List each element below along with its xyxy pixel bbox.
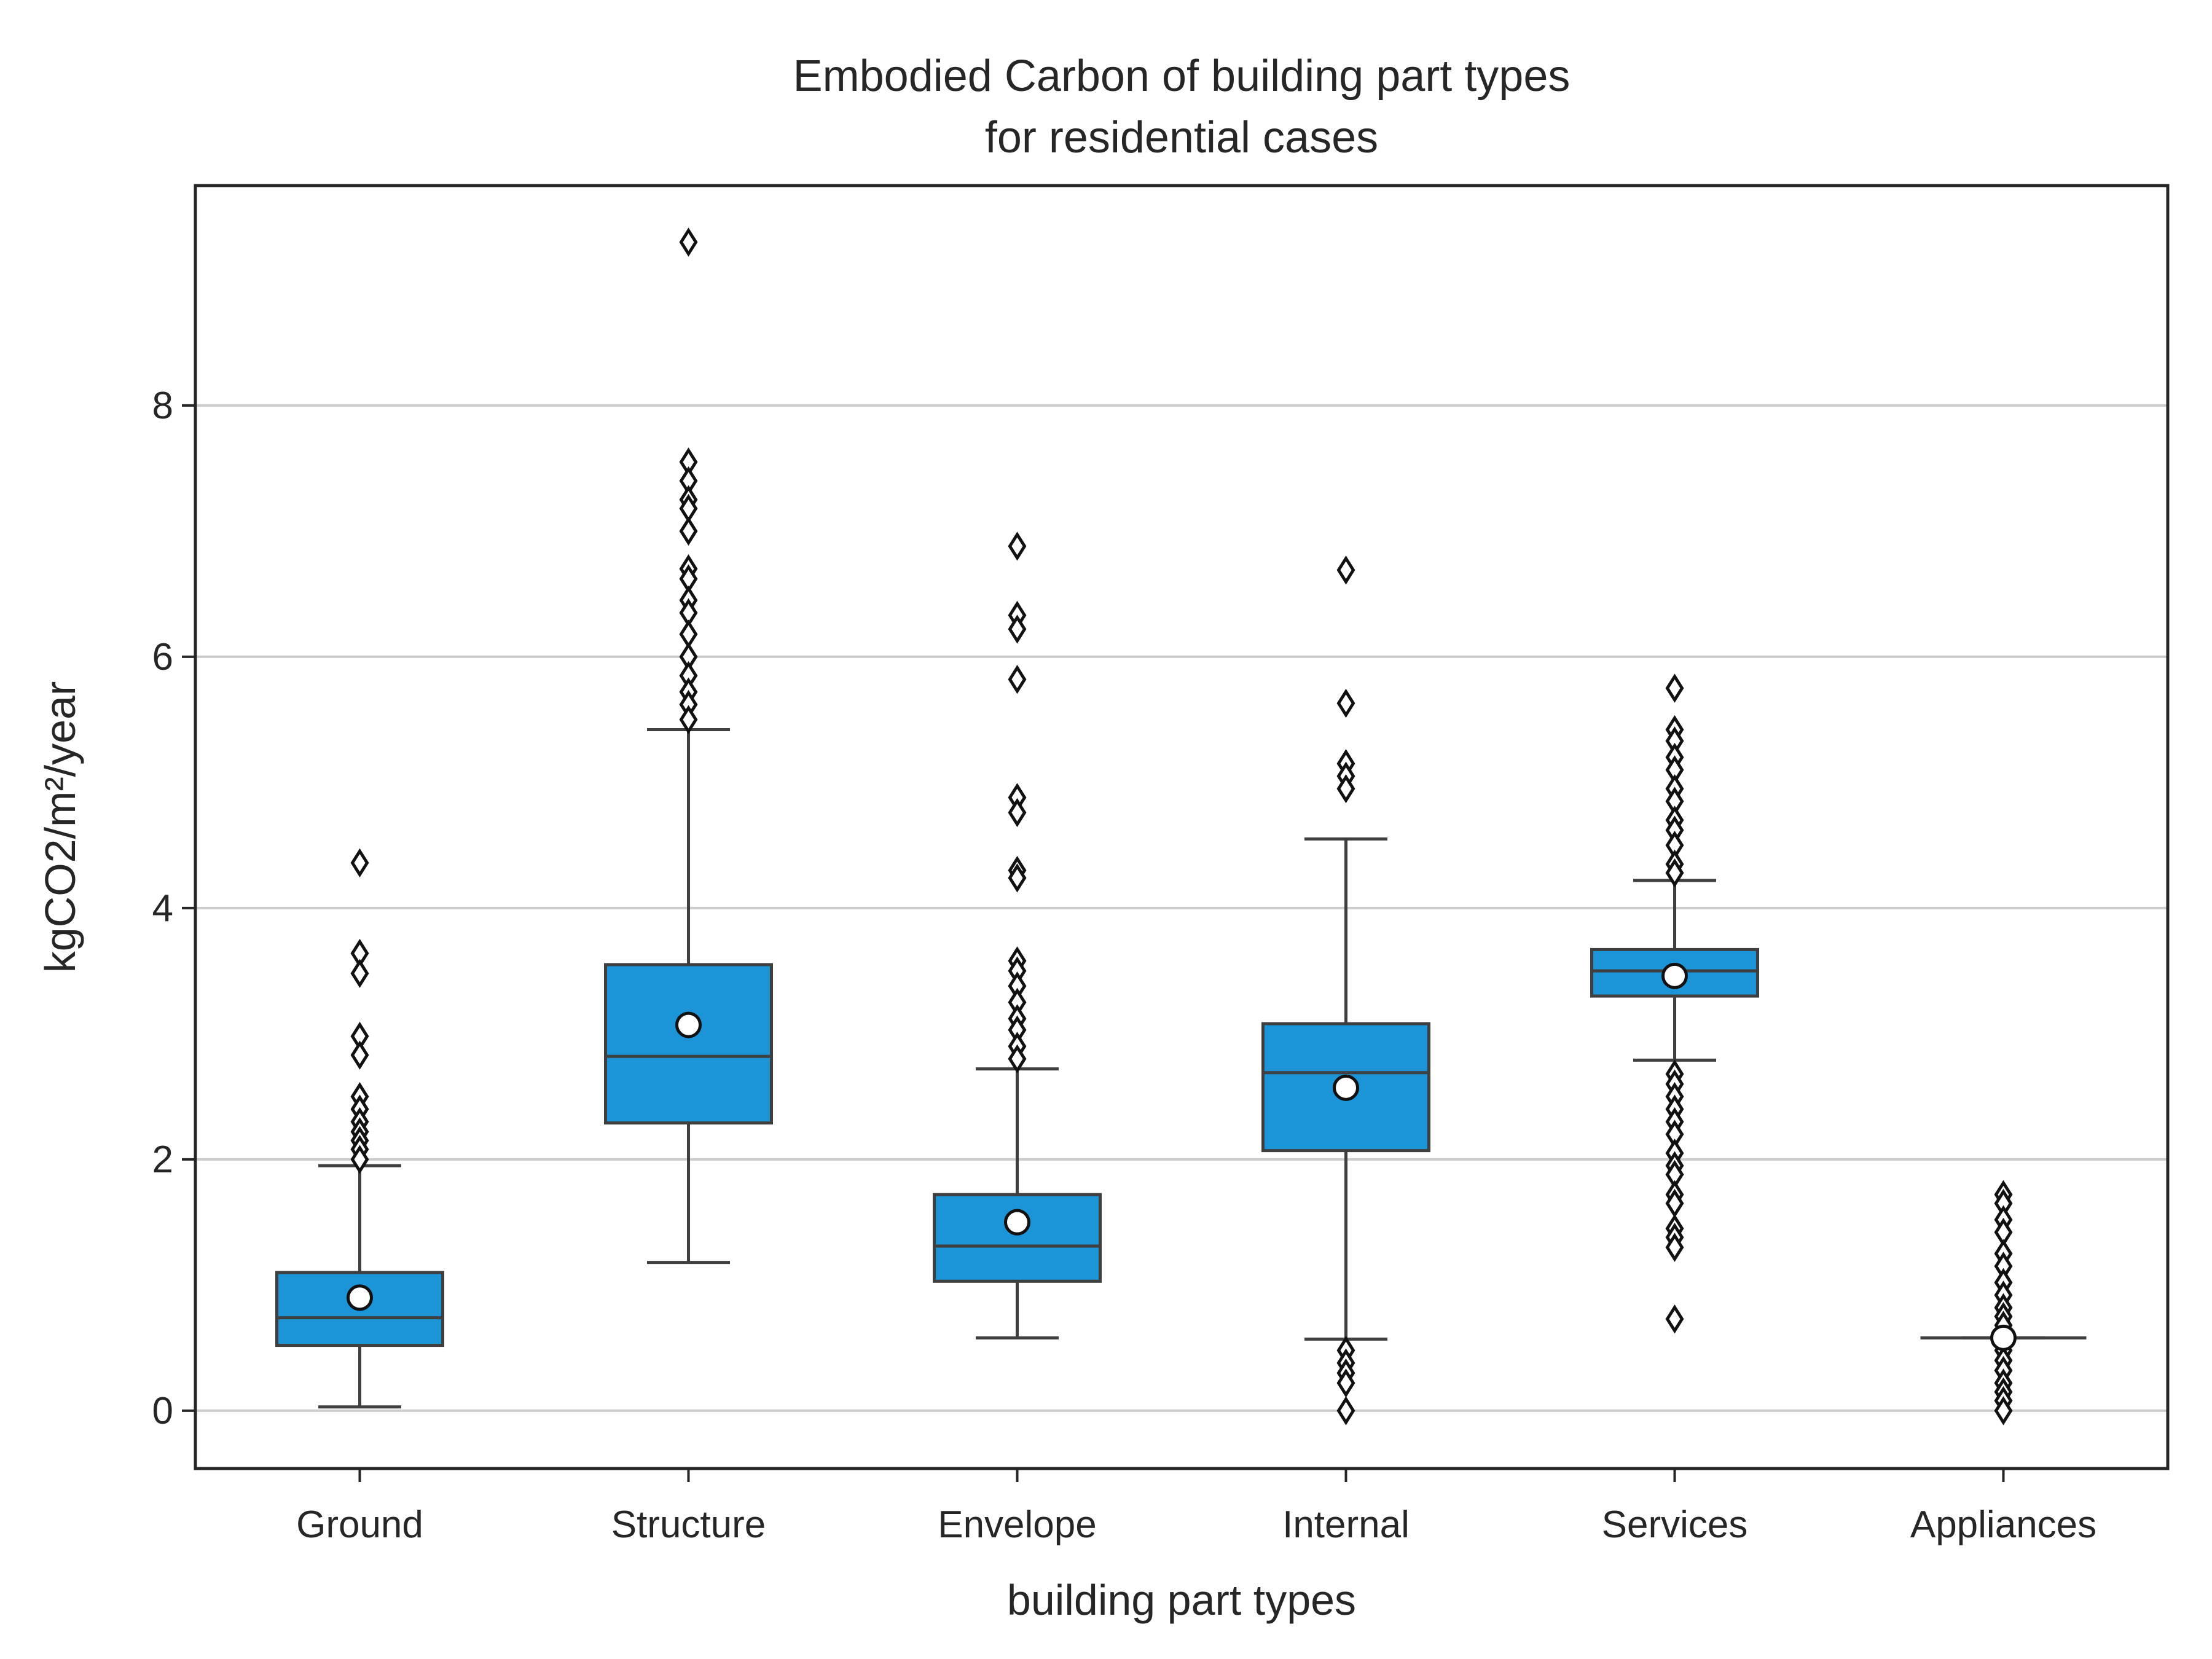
mean-markers — [347, 962, 2017, 1351]
outlier-markers — [350, 227, 2013, 1426]
x-tick-label: Envelope — [938, 1504, 1097, 1546]
iqr-box — [933, 1193, 1102, 1283]
outlier-point — [679, 227, 698, 257]
outlier-point — [1665, 858, 1684, 888]
x-tick-label: Ground — [296, 1504, 423, 1546]
y-axis-label: kgCO2/m²/year — [36, 681, 84, 973]
outlier-point — [1665, 1304, 1684, 1334]
outlier-point — [679, 705, 698, 734]
outlier-point — [1008, 863, 1027, 893]
outlier-point — [350, 1145, 369, 1174]
x-axis-label: building part types — [1007, 1576, 1356, 1624]
mean-marker — [1004, 1209, 1030, 1236]
outlier-point — [1008, 614, 1027, 644]
x-tick-label: Services — [1602, 1504, 1748, 1546]
outlier-point — [350, 1040, 369, 1070]
chart-title-line-2: for residential cases — [985, 113, 1378, 162]
y-tick-label: 0 — [152, 1390, 173, 1432]
outlier-point — [1008, 1044, 1027, 1073]
outlier-point — [1336, 688, 1355, 718]
x-tick-label: Internal — [1282, 1504, 1410, 1546]
outlier-point — [679, 516, 698, 546]
box-envelope — [933, 1067, 1102, 1339]
x-axis-ticks: Ground Structure Envelope Internal Services A… — [296, 1469, 2096, 1546]
box-series — [275, 728, 2087, 1409]
iqr-box — [604, 963, 773, 1125]
box-internal — [1261, 837, 1430, 1341]
outlier-point — [1336, 774, 1355, 804]
x-tick-label: Appliances — [1910, 1504, 2096, 1546]
y-tick-label: 8 — [152, 385, 173, 427]
mean-marker — [675, 1011, 702, 1038]
outlier-point — [1008, 665, 1027, 694]
box-structure — [604, 728, 773, 1265]
mean-marker — [1333, 1074, 1359, 1101]
y-axis-ticks: 0 2 4 6 8 — [152, 385, 195, 1432]
x-tick-label: Structure — [611, 1504, 766, 1546]
mean-marker — [347, 1284, 373, 1311]
plot-area-frame — [194, 184, 2170, 1470]
outlier-point — [1336, 555, 1355, 585]
outlier-point — [1665, 673, 1684, 703]
y-tick-label: 4 — [152, 887, 173, 930]
y-tick-label: 2 — [152, 1139, 173, 1181]
outlier-point — [350, 848, 369, 877]
outlier-point — [1336, 1396, 1355, 1426]
mean-marker — [1661, 962, 1688, 989]
grid-lines — [195, 404, 2168, 1412]
chart-title-line-1: Embodied Carbon of building part types — [793, 52, 1571, 101]
outlier-point — [1008, 798, 1027, 828]
outlier-point — [1008, 531, 1027, 561]
outlier-point — [1665, 1233, 1684, 1262]
outlier-point — [1336, 1368, 1355, 1398]
outlier-point — [1994, 1396, 2013, 1426]
y-tick-label: 6 — [152, 636, 173, 678]
outlier-point — [350, 959, 369, 988]
mean-marker — [1990, 1324, 2017, 1351]
